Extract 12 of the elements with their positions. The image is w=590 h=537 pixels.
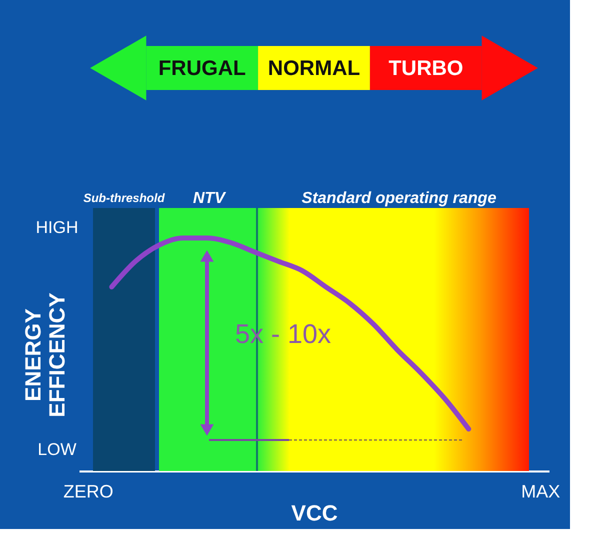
text: Sub-threshold bbox=[83, 191, 166, 205]
y-axis-title: ENERGY EFFICENCY bbox=[20, 292, 70, 418]
text: LOW bbox=[38, 440, 76, 459]
text: Standard operating range bbox=[302, 190, 496, 207]
text: NTV bbox=[193, 190, 226, 207]
text: HIGH bbox=[36, 218, 78, 237]
category-label: FRUGAL bbox=[158, 57, 246, 80]
category-label: TURBO bbox=[388, 57, 464, 80]
x-tick-label: ZERO bbox=[63, 482, 114, 502]
category-label: NORMAL bbox=[268, 57, 360, 80]
x-axis-title: VCC bbox=[291, 500, 338, 526]
x-tick-label: MAX bbox=[521, 482, 560, 502]
